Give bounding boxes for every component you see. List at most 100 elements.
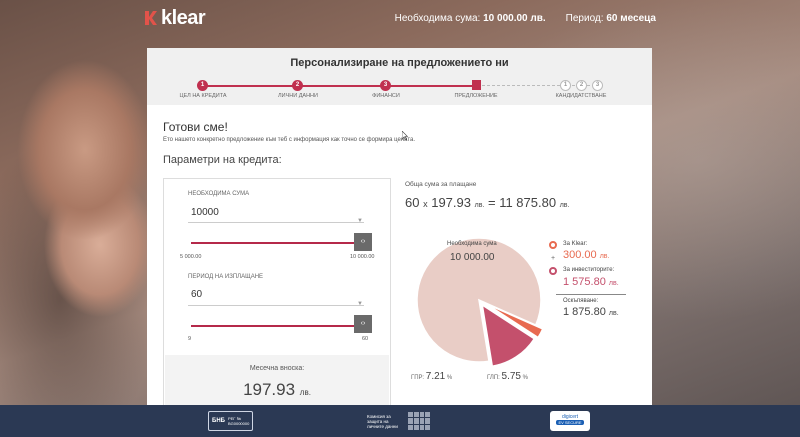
step-apply-1: 1 [560,80,571,91]
total-months: 60 [405,195,420,210]
greeting-heading: Готови сме! [163,120,228,134]
bnb-reg-label: РЕГ № [227,416,241,421]
legend-plus-sign: + [551,255,556,262]
bnb-label: БНБ [212,418,225,424]
period-summary-label: Период: [565,12,604,24]
legend-klear-amount: 300.00 [563,249,597,261]
amount-slider-track[interactable] [191,242,361,244]
amount-summary-value: 10 000.00 лв. [483,12,546,24]
total-installment-currency: лв. [474,202,485,209]
stepper-line-done [205,85,477,87]
amount-slider-handle[interactable]: ‹› [354,233,372,251]
amount-input-underline [188,222,364,223]
loan-summary: Необходима сума: 10 000.00 лв. Период: 6… [395,13,656,24]
legend-klear-label: За Klear: [563,241,588,247]
period-summary-value: 60 месеца [606,12,656,24]
step-3-label: ФИНАНСИ [372,93,400,99]
period-slider-track[interactable] [191,325,361,327]
total-calculation: 60 x 197.93 лв. = 11 875.80 лв. [405,195,569,210]
period-slider-max: 60 [362,336,369,342]
legend-divider [556,294,626,295]
kzld-text: Комисия за защита на личните данни [367,413,398,429]
period-summary: Период: 60 месеца [566,13,656,24]
legend-investors-currency: лв. [608,280,619,287]
kzld-logo-icon [408,412,430,430]
step-2-label: ЛИЧНИ ДАННИ [278,93,318,99]
digicert-sub: EV SECURE [556,420,584,425]
cost-increase-label: Оскъпяване: [563,298,599,304]
step-3[interactable]: 3 [380,80,391,91]
period-slider-handle[interactable]: ‹› [354,315,372,333]
step-1-label: ЦЕЛ НА КРЕДИТА [179,93,227,99]
top-bar: klear Необходима сума: 10 000.00 лв. Пер… [0,0,800,36]
bnb-reg-number: BG0000000 [227,421,250,426]
step-1[interactable]: 1 [197,80,208,91]
glp-unit: % [522,375,528,381]
period-dropdown-icon[interactable]: ▼ [357,301,363,307]
total-label: Обща сума за плащане [405,181,477,188]
amount-summary: Необходима сума: 10 000.00 лв. [395,13,546,24]
step-2[interactable]: 2 [292,80,303,91]
amount-slider-min: 5 000.00 [180,254,202,260]
cost-increase-value: 1 875.80 лв. [563,306,619,318]
amount-input[interactable]: 10000 [191,207,219,218]
cost-increase-amount: 1 875.80 [563,306,606,318]
period-input-underline [188,305,364,306]
amount-summary-label: Необходима сума: [394,12,481,24]
glp-label: ГЛП: [487,375,500,381]
pie-principal-value: 10 000.00 [450,252,495,263]
bnb-badge[interactable]: БНБ РЕГ № BG0000000 [208,411,253,431]
monthly-payment-currency: лв. [299,388,311,397]
digicert-badge[interactable]: digicert EV SECURE [550,411,590,431]
legend-investors-amount: 1 575.80 [563,276,606,288]
klear-logo-icon [144,10,158,26]
total-amount-currency: лв. [559,202,570,209]
pie-principal-label: Необходима сума [447,241,497,247]
stepper-line-todo [477,85,595,86]
monthly-payment-label: Месечна вноска: [249,365,305,372]
step-offer-current [472,80,481,90]
glp-value: 5.75 [501,371,521,382]
pie-slice-2 [481,303,536,368]
monthly-payment-box: Месечна вноска: 197.93 лв. [165,355,389,408]
gpr-label: ГПР: [411,375,425,381]
glp-rate: ГЛП: 5.75 % [487,371,528,382]
kzld-badge[interactable]: Комисия за защита на личните данни [367,411,433,431]
panel-title: Персонализиране на предложението ни [290,57,509,69]
legend-klear-value: 300.00 лв. [563,249,609,261]
mouse-cursor-icon [402,131,408,140]
amount-slider-max: 10 000.00 [350,254,375,260]
monthly-payment-amount: 197.93 [243,380,296,399]
pie-slice-0 [416,237,542,363]
greeting-subtext: Ето нашето конкретно предложение към теб… [163,137,416,143]
total-amount: 11 875.80 [499,195,557,210]
params-title: Параметри на кредита: [163,154,282,166]
total-equals-sign: = [487,195,496,210]
logo[interactable]: klear [144,6,206,30]
loan-calculator: НЕОБХОДИМА СУМА 10000 ▼ ‹› 5 000.00 10 0… [163,178,391,408]
step-apply-label: КАНДИДАТСТВАНЕ [555,93,607,99]
period-slider-min: 9 [188,336,192,342]
pie-slice-1 [485,303,544,339]
step-offer-label: ПРЕДЛОЖЕНИЕ [454,93,498,99]
gpr-rate: ГПР: 7.21 % [411,371,452,382]
legend-investors-dot [549,267,557,275]
progress-stepper: 1 ЦЕЛ НА КРЕДИТА 2 ЛИЧНИ ДАННИ 3 ФИНАНСИ… [147,78,652,104]
offer-panel: Персонализиране на предложението ни 1 ЦЕ… [147,48,652,408]
monthly-payment-value: 197.93 лв. [165,380,389,400]
logo-text: klear [161,6,206,29]
legend-klear-currency: лв. [599,253,610,260]
legend-klear-dot [549,241,557,249]
legend-investors-label: За инвеститорите: [563,267,615,273]
total-times-sign: x [423,199,428,209]
footer: БНБ РЕГ № BG0000000 Комисия за защита на… [0,405,800,437]
panel-header: Персонализиране на предложението ни 1 ЦЕ… [147,48,652,105]
period-input[interactable]: 60 [191,289,203,300]
gpr-value: 7.21 [425,371,446,382]
gpr-unit: % [446,375,453,381]
amount-dropdown-icon[interactable]: ▼ [357,218,363,224]
step-apply-2: 2 [576,80,587,91]
amount-field-label: НЕОБХОДИМА СУМА [188,191,250,197]
step-apply-3: 3 [592,80,603,91]
digicert-name: digicert [561,414,579,420]
